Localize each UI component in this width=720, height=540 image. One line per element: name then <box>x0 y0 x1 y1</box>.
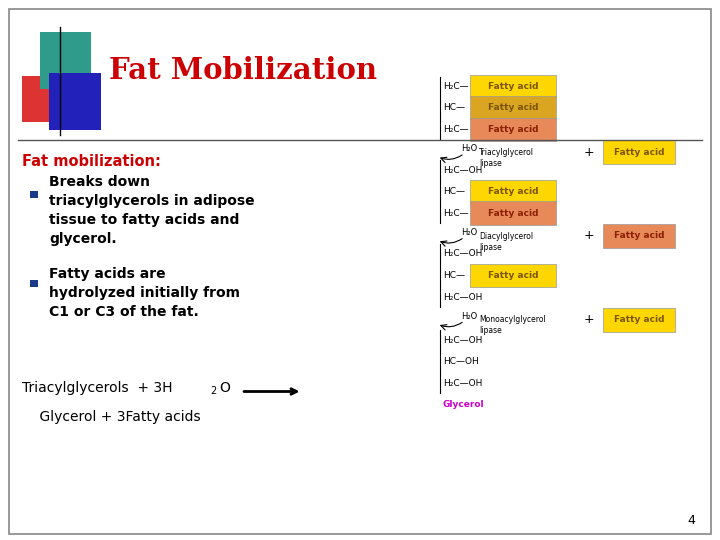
Text: H₂C—OH: H₂C—OH <box>443 379 482 388</box>
Text: H₂O: H₂O <box>461 144 477 153</box>
Text: +: + <box>584 313 594 326</box>
Text: Monoacylglycerol
lipase: Monoacylglycerol lipase <box>479 315 546 335</box>
Text: Fatty acid: Fatty acid <box>613 148 665 157</box>
FancyBboxPatch shape <box>470 264 556 287</box>
Text: HC—: HC— <box>443 187 465 196</box>
Text: Fatty acid: Fatty acid <box>487 209 539 218</box>
Text: H₂C—OH: H₂C—OH <box>443 336 482 345</box>
FancyBboxPatch shape <box>9 9 711 534</box>
Text: Fatty acid: Fatty acid <box>487 271 539 280</box>
Text: Fat Mobilization: Fat Mobilization <box>109 56 377 85</box>
Text: H₂C—OH: H₂C—OH <box>443 293 482 301</box>
FancyBboxPatch shape <box>603 308 675 332</box>
Text: H₂O: H₂O <box>461 228 477 237</box>
Text: Fatty acid: Fatty acid <box>487 187 539 196</box>
Text: HC—: HC— <box>443 271 465 280</box>
Text: Fatty acid: Fatty acid <box>487 125 539 134</box>
FancyBboxPatch shape <box>603 140 675 164</box>
Text: Triacylglycerols  + 3H: Triacylglycerols + 3H <box>22 381 172 395</box>
Text: H₂C—: H₂C— <box>443 125 469 134</box>
Text: Fatty acid: Fatty acid <box>487 82 539 91</box>
Bar <box>22 76 61 122</box>
Text: Fatty acid: Fatty acid <box>487 104 539 112</box>
Text: H₂O: H₂O <box>461 312 477 321</box>
Text: Fatty acids are
hydrolyzed initially from
C1 or C3 of the fat.: Fatty acids are hydrolyzed initially fro… <box>49 267 240 319</box>
Text: Fatty acid: Fatty acid <box>613 232 665 240</box>
Bar <box>40 32 91 89</box>
Text: H₂C—: H₂C— <box>443 209 469 218</box>
FancyBboxPatch shape <box>603 224 675 248</box>
FancyBboxPatch shape <box>470 75 556 98</box>
Text: O: O <box>220 381 230 395</box>
Text: H₂C—: H₂C— <box>443 82 469 91</box>
Text: Triacylglycerol
lipase: Triacylglycerol lipase <box>479 148 534 168</box>
Text: +: + <box>584 230 594 242</box>
FancyBboxPatch shape <box>470 118 556 141</box>
Text: Fatty acid: Fatty acid <box>613 315 665 324</box>
Text: 4: 4 <box>687 514 695 526</box>
Text: +: + <box>584 146 594 159</box>
Bar <box>30 280 38 287</box>
Text: Glycerol: Glycerol <box>443 400 485 409</box>
Text: H₂C—OH: H₂C—OH <box>443 249 482 258</box>
Text: Fat mobilization:: Fat mobilization: <box>22 154 161 169</box>
FancyBboxPatch shape <box>470 180 556 204</box>
FancyBboxPatch shape <box>470 201 556 225</box>
Text: Diacylglycerol
lipase: Diacylglycerol lipase <box>479 232 533 252</box>
FancyBboxPatch shape <box>470 96 556 120</box>
Text: H₂C—OH: H₂C—OH <box>443 166 482 174</box>
Text: Glycerol + 3Fatty acids: Glycerol + 3Fatty acids <box>22 410 200 424</box>
Text: 2: 2 <box>210 386 217 396</box>
Text: HC—OH: HC—OH <box>443 357 479 366</box>
Bar <box>30 191 38 198</box>
Text: HC—: HC— <box>443 104 465 112</box>
Text: Breaks down
triacylglycerols in adipose
tissue to fatty acids and
glycerol.: Breaks down triacylglycerols in adipose … <box>49 176 255 246</box>
Bar <box>49 73 101 130</box>
